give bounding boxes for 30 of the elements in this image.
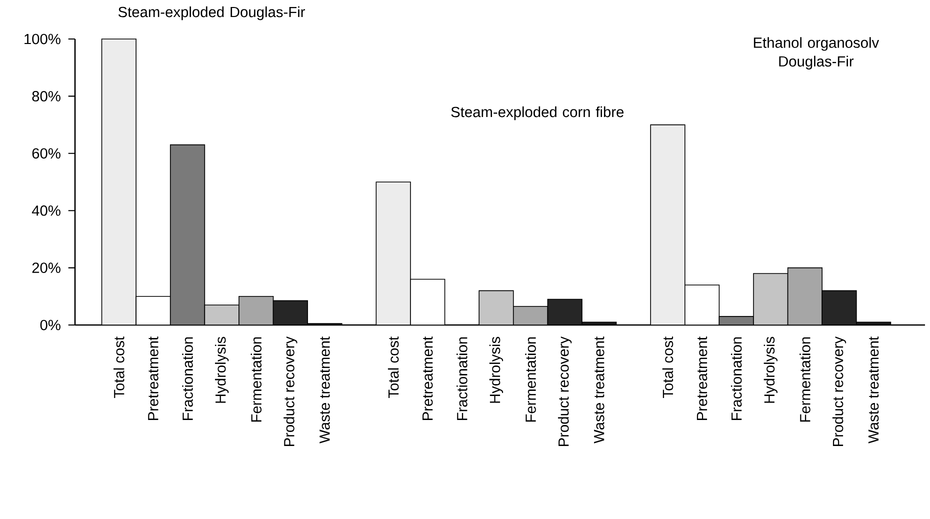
x-tick-label: Fermentation: [525, 337, 536, 422]
y-tick-label: 80%: [32, 91, 60, 102]
x-tick-label: Fermentation: [800, 337, 810, 422]
x-tick-label: Pretreatment: [422, 336, 433, 420]
x-tick-label: Total cost: [662, 336, 674, 398]
annotation: Ethanol organosolv Douglas-Fir: [754, 37, 880, 70]
x-tick-label: Fractionation: [730, 337, 742, 420]
x-tick-label: Total cost: [114, 336, 124, 398]
y-tick-label: 60%: [32, 148, 60, 159]
x-tick-label: Waste treatment: [594, 336, 604, 444]
x-tick-label: Product recovery: [284, 336, 298, 446]
y-tick-label: 100%: [24, 34, 60, 44]
annotation: Steam-exploded corn fibre: [451, 106, 624, 120]
x-tick-label: Product recovery: [832, 336, 846, 446]
y-tick-label: 40%: [32, 205, 60, 216]
text: Steam-exploded Douglas-Fir: [118, 6, 305, 20]
x-tick-label: Waste treatment: [868, 336, 879, 444]
x-tick-label: Pretreatment: [696, 336, 708, 420]
x-tick-label: Product recovery: [558, 336, 572, 446]
x-tick-label: Hydrolysis: [214, 336, 229, 403]
x-tick-label: Fermentation: [250, 337, 262, 422]
x-tick-label: Fractionation: [182, 337, 193, 420]
x-tick-label: Waste treatment: [320, 336, 330, 444]
y-tick-label: 0%: [40, 320, 60, 330]
x-tick-label: Pretreatment: [148, 336, 158, 420]
x-tick-label: Total cost: [388, 336, 399, 398]
x-tick-label: Hydrolysis: [489, 336, 504, 403]
y-tick-label: 20%: [32, 262, 60, 273]
x-tick-label: Hydrolysis: [764, 336, 778, 403]
x-tick-label: Fractionation: [456, 337, 468, 420]
